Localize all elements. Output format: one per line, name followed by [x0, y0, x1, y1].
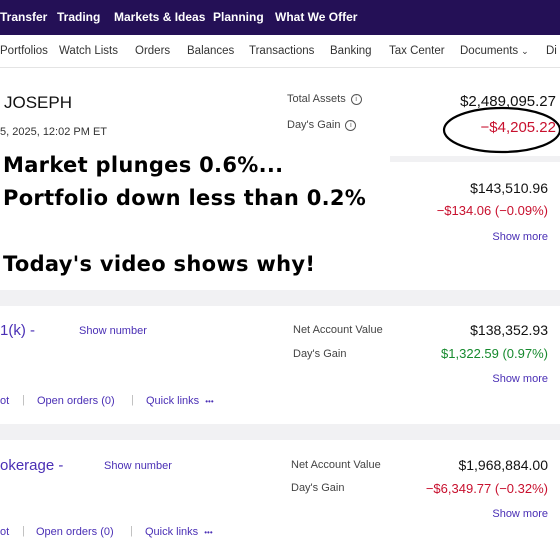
days-gain-value: −$6,349.77 (−0.32%) — [425, 481, 548, 496]
ellipsis-icon[interactable]: ••• — [204, 528, 213, 537]
tab-watch-lists[interactable]: Watch Lists — [59, 45, 119, 57]
show-number-link[interactable]: Show number — [79, 325, 147, 337]
tab-transactions[interactable]: Transactions — [249, 45, 315, 57]
show-number-link[interactable]: Show number — [104, 460, 172, 472]
nav-planning[interactable]: Planning — [213, 10, 264, 24]
nav-transfer[interactable]: Transfer — [0, 10, 48, 24]
days-gain-value: −$4,205.22 — [480, 119, 557, 136]
tab-orders[interactable]: Orders — [135, 45, 171, 57]
section-separator — [0, 290, 560, 306]
show-more-link[interactable]: Show more — [492, 508, 548, 520]
link-divider: | — [22, 394, 25, 406]
nav-what-we-offer[interactable]: What We Offer — [275, 10, 358, 24]
top-nav: Transfer Trading Markets & Ideas Plannin… — [0, 0, 560, 35]
net-account-value: $138,352.93 — [470, 322, 548, 338]
total-assets-value: $2,489,095.27 — [460, 93, 556, 110]
chevron-down-icon: ⌄ — [521, 46, 529, 56]
nav-trading[interactable]: Trading — [57, 10, 101, 24]
circle-annotation — [442, 106, 560, 154]
open-orders-link[interactable]: Open orders (0) — [37, 395, 115, 407]
quick-links-link[interactable]: Quick links ••• — [146, 395, 214, 407]
account-name-brokerage[interactable]: okerage - — [0, 457, 64, 474]
info-icon[interactable]: i — [350, 94, 362, 105]
divider — [390, 156, 560, 162]
show-more-link[interactable]: Show more — [492, 373, 548, 385]
account-link-partial[interactable]: ot — [0, 395, 10, 407]
partial-account-gain: −$134.06 (−0.09%) — [436, 203, 548, 218]
days-gain-label: Day's Gain — [291, 482, 345, 494]
info-icon[interactable]: i — [345, 120, 357, 131]
quick-links-link[interactable]: Quick links ••• — [145, 526, 213, 538]
section-separator — [0, 424, 560, 440]
net-account-value-label: Net Account Value — [291, 459, 381, 471]
partial-account-value: $143,510.96 — [470, 180, 548, 196]
tab-portfolios[interactable]: Portfolios — [0, 45, 48, 57]
days-gain-label: Day's Gain i — [287, 119, 357, 131]
total-assets-label: Total Assets i — [287, 93, 362, 105]
nav-markets-ideas[interactable]: Markets & Ideas — [114, 10, 206, 24]
tab-overflow[interactable]: Di — [546, 45, 557, 57]
tab-tax-center[interactable]: Tax Center — [389, 45, 445, 57]
tab-balances[interactable]: Balances — [187, 45, 235, 57]
summary-timestamp: 5, 2025, 12:02 PM ET — [0, 126, 108, 138]
sub-nav: Portfolios Watch Lists Orders Balances T… — [0, 35, 560, 68]
days-gain-value: $1,322.59 (0.97%) — [441, 346, 548, 361]
net-account-value-label: Net Account Value — [293, 324, 383, 336]
link-divider: | — [130, 525, 133, 537]
show-more-link[interactable]: Show more — [492, 231, 548, 243]
account-holder-name: JOSEPH — [4, 93, 73, 112]
link-divider: | — [131, 394, 134, 406]
open-orders-link[interactable]: Open orders (0) — [36, 526, 114, 538]
net-account-value: $1,968,884.00 — [458, 457, 548, 473]
overlay-line-1: Market plunges 0.6%... — [3, 153, 284, 177]
days-gain-label: Day's Gain — [293, 348, 347, 360]
tab-banking[interactable]: Banking — [330, 45, 372, 57]
ellipsis-icon[interactable]: ••• — [205, 397, 214, 406]
overlay-line-2: Portfolio down less than 0.2% — [3, 186, 367, 210]
link-divider: | — [22, 525, 25, 537]
account-name-401k[interactable]: 1(k) - — [0, 322, 35, 339]
overlay-line-3: Today's video shows why! — [3, 252, 316, 276]
tab-documents[interactable]: Documents ⌄ — [460, 45, 529, 57]
account-link-partial[interactable]: ot — [0, 526, 10, 538]
